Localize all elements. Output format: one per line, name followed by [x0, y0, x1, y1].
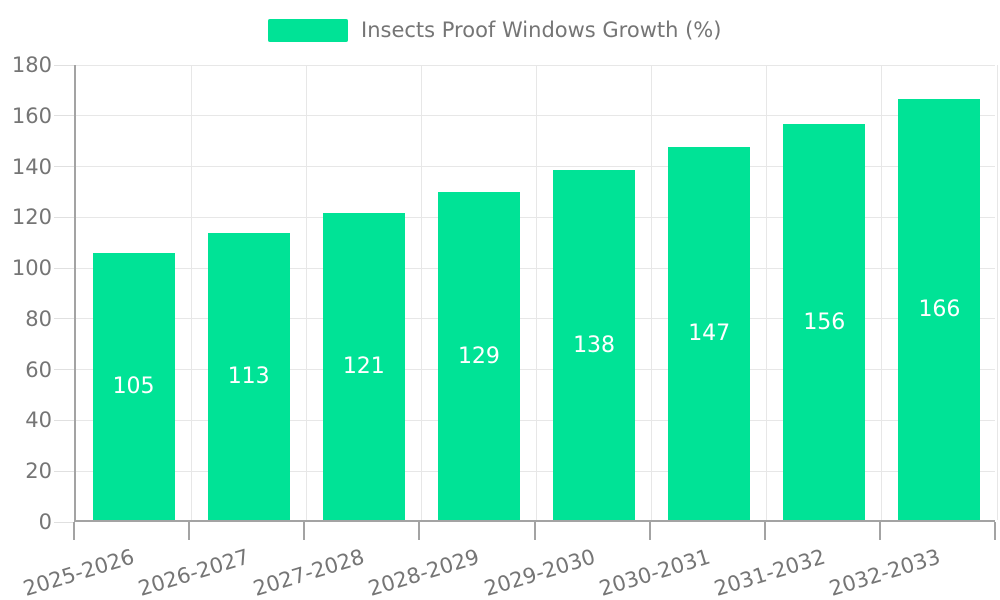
x-axis-tick: [648, 522, 651, 540]
x-gridline: [305, 65, 307, 520]
y-gridline: [76, 115, 995, 117]
bar-value-label: 113: [227, 364, 270, 389]
x-gridline: [996, 65, 998, 520]
x-axis-tick: [418, 522, 421, 540]
bar-value-label: 138: [573, 332, 616, 358]
bar-2027-2028[interactable]: 121: [322, 213, 405, 520]
bar-value-label: 129: [457, 343, 500, 369]
x-axis-tick: [763, 522, 766, 540]
bar-value-label: 166: [918, 297, 961, 322]
y-axis-tick: [54, 115, 74, 117]
bar-2031-2032[interactable]: 156: [783, 124, 866, 520]
y-axis-label: 180: [11, 53, 52, 77]
y-axis-label: 40: [25, 408, 52, 433]
y-axis-label: 120: [11, 205, 52, 230]
y-axis-label: 100: [11, 256, 52, 281]
bar-2032-2033[interactable]: 166: [898, 99, 981, 520]
y-axis-label: 60: [25, 357, 52, 382]
x-gridline: [536, 65, 537, 520]
y-axis-tick: [54, 318, 74, 320]
y-gridline: [76, 267, 995, 269]
x-axis-label: 2025-2026: [20, 544, 138, 600]
x-gridline: [190, 65, 192, 520]
y-axis-label: 160: [11, 103, 52, 128]
x-axis-tick: [303, 522, 306, 540]
y-gridline: [76, 216, 995, 218]
x-axis-tick: [994, 522, 996, 540]
y-axis-label: 80: [25, 306, 52, 331]
legend-swatch: [268, 18, 348, 42]
bar-value-label: 156: [803, 309, 846, 335]
legend-item[interactable]: Insects Proof Windows Growth (%): [268, 18, 721, 42]
x-axis-label: 2028-2029: [365, 544, 483, 600]
bar-2025-2026[interactable]: 105: [92, 253, 175, 520]
legend-label: Insects Proof Windows Growth (%): [361, 18, 722, 42]
x-gridline: [766, 65, 768, 520]
bar-2026-2027[interactable]: 113: [207, 233, 290, 520]
y-axis-label: 140: [11, 154, 52, 179]
y-gridline: [76, 369, 995, 371]
x-axis-label: 2031-2032: [711, 544, 828, 600]
y-gridline: [76, 64, 995, 66]
y-axis-label: 0: [38, 510, 52, 534]
y-axis-tick: [54, 369, 74, 371]
y-gridline: [76, 318, 995, 320]
y-axis-tick: [54, 64, 74, 66]
y-gridline: [76, 419, 995, 421]
bar-value-label: 105: [112, 374, 155, 399]
x-axis-tick: [73, 522, 75, 540]
x-axis-tick: [878, 522, 881, 540]
x-axis-tick: [188, 522, 191, 540]
y-axis-tick: [54, 166, 74, 168]
y-axis-tick: [54, 216, 74, 218]
x-gridline: [651, 65, 653, 520]
bar-2030-2031[interactable]: 147: [668, 147, 751, 520]
y-axis-tick: [54, 419, 74, 421]
x-axis-label: 2029-2030: [481, 544, 598, 600]
bar-2028-2029[interactable]: 129: [437, 192, 520, 520]
x-axis-label: 2032-2033: [826, 544, 943, 600]
x-axis-label: 2026-2027: [135, 544, 253, 600]
y-axis-tick: [54, 521, 74, 523]
x-axis-label: 2030-2031: [596, 544, 713, 600]
y-axis-tick: [54, 267, 74, 269]
x-axis-label: 2027-2028: [250, 544, 368, 600]
y-axis-label: 20: [25, 459, 52, 484]
x-axis-tick: [533, 522, 536, 540]
y-axis-tick: [54, 470, 74, 472]
x-gridline: [881, 65, 883, 520]
plot-area: 105 113 121 129 138 147 156 166: [74, 64, 998, 522]
y-gridline: [76, 166, 995, 168]
bar-value-label: 147: [688, 321, 731, 346]
y-gridline: [76, 470, 995, 472]
bar-2029-2030[interactable]: 138: [553, 170, 636, 520]
x-gridline: [420, 65, 422, 520]
bar-value-label: 121: [342, 354, 385, 379]
